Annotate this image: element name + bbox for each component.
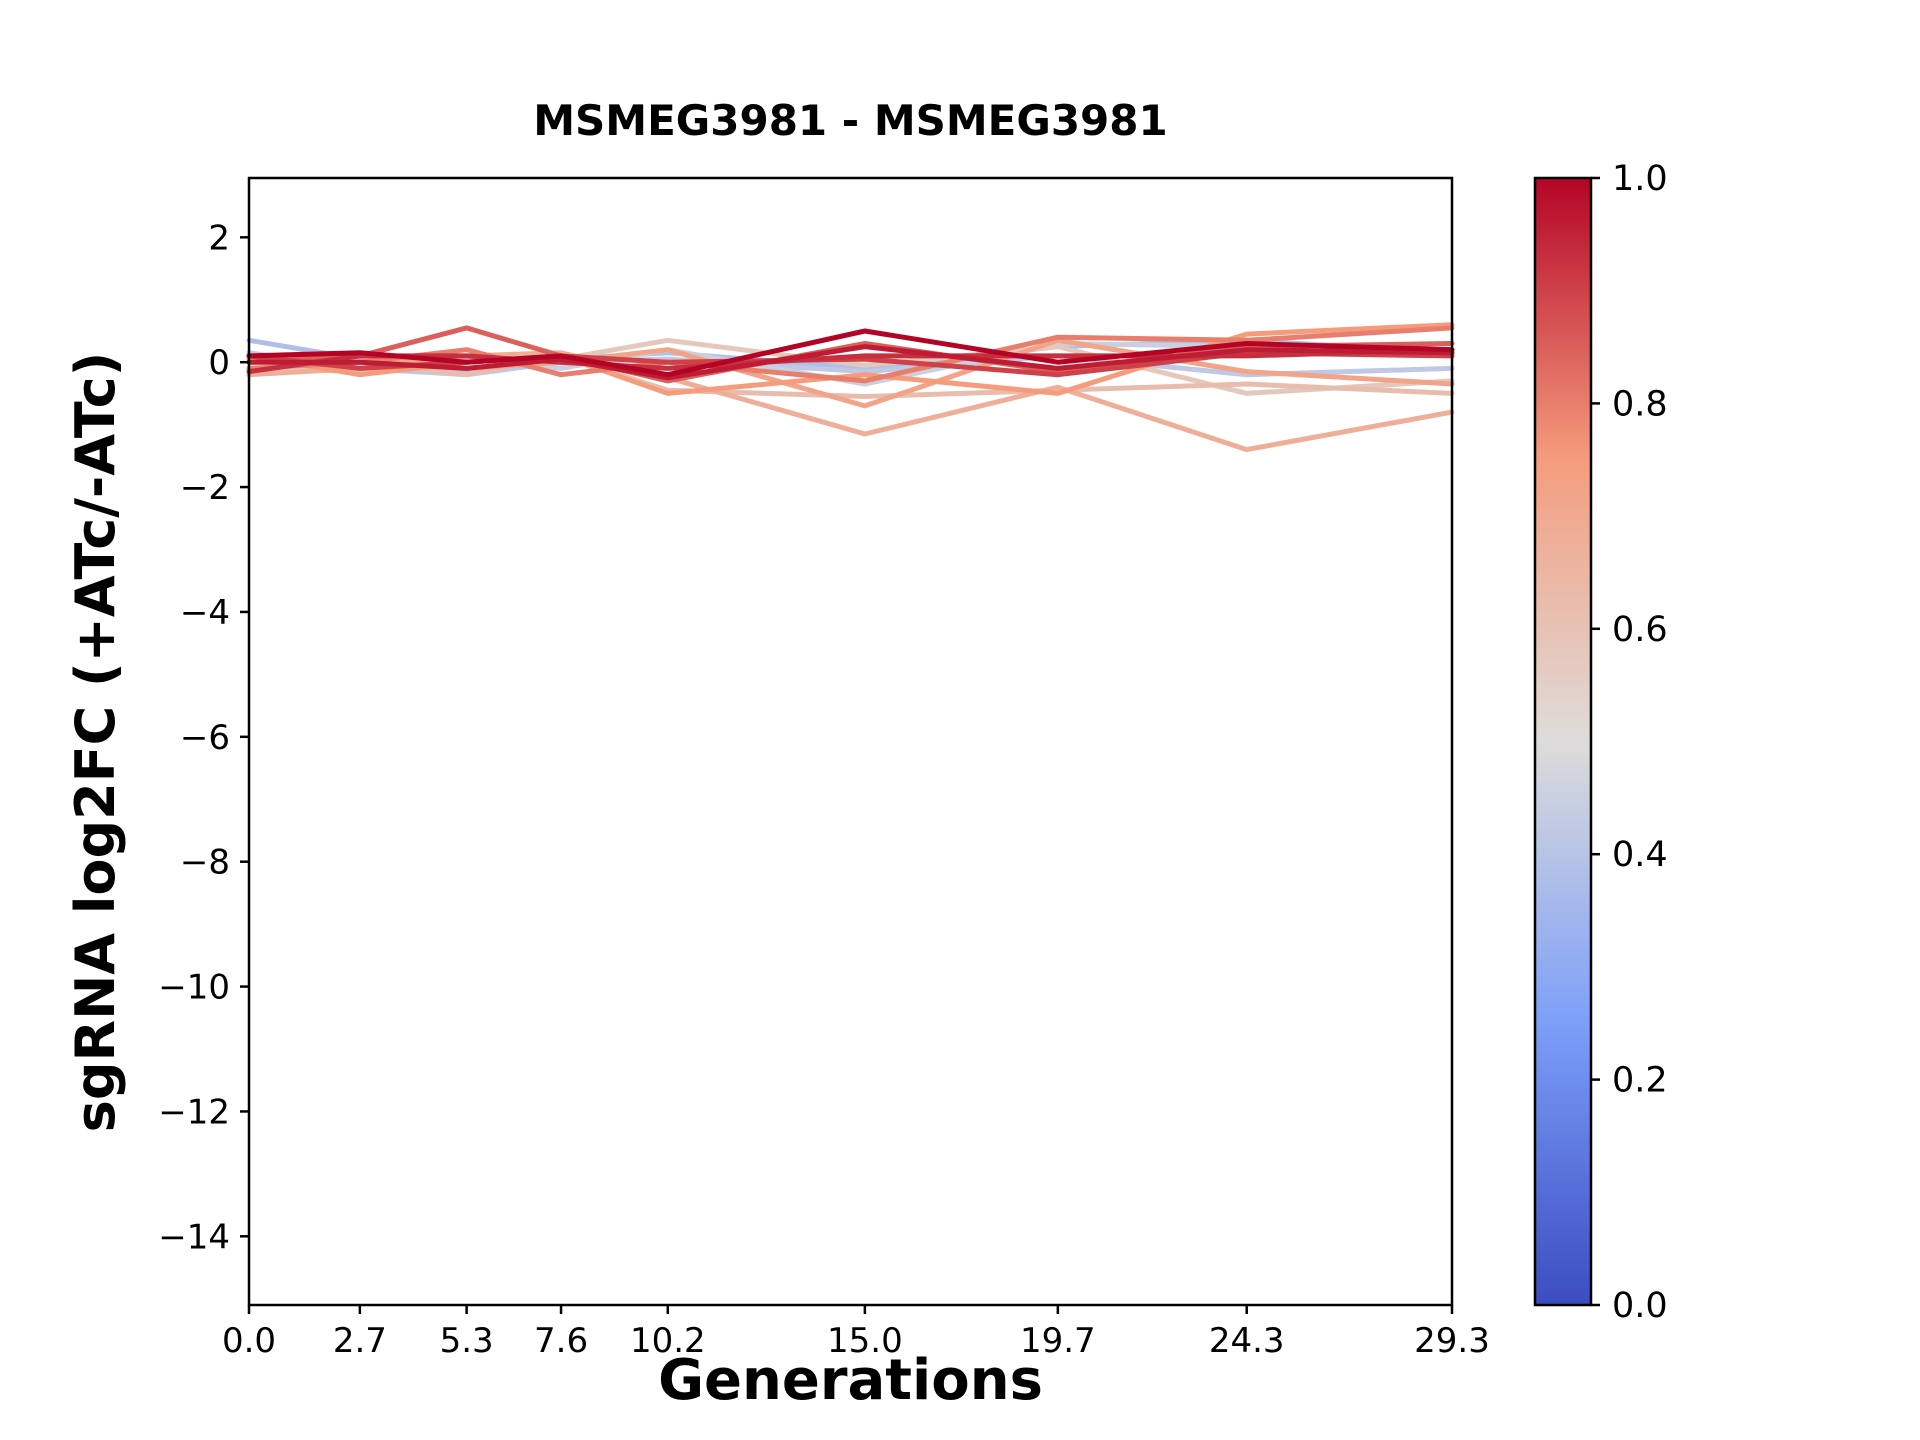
- x-tick-label: 10.2: [630, 1321, 706, 1361]
- colorbar-gradient: [1535, 178, 1591, 1305]
- colorbar-tick-label: 0.0: [1612, 1286, 1668, 1326]
- y-tick-label: 2: [208, 218, 230, 258]
- y-tick-label: −2: [180, 468, 230, 508]
- x-tick-label: 19.7: [1020, 1321, 1096, 1361]
- colorbar-tick-label: 1.0: [1612, 159, 1668, 199]
- y-tick-label: −4: [180, 593, 230, 633]
- x-tick-label: 0.0: [222, 1321, 276, 1361]
- axes-box: [247, 176, 1454, 1307]
- sgrna-trace: [246, 344, 1455, 381]
- x-tick-label: 2.7: [333, 1321, 387, 1361]
- colorbar-tick-label: 0.8: [1612, 384, 1668, 424]
- y-tick-label: −14: [158, 1217, 230, 1257]
- y-tick-label: −8: [180, 843, 230, 883]
- y-tick-label: −6: [180, 718, 230, 758]
- x-tick-label: 7.6: [534, 1321, 588, 1361]
- y-tick-label: 0: [208, 343, 230, 383]
- colorbar-tick-label: 0.6: [1612, 610, 1668, 650]
- sgrna-trace: [246, 328, 1455, 378]
- chart-title: MSMEG3981 - MSMEG3981: [533, 96, 1168, 145]
- y-tick-label: −10: [158, 968, 230, 1008]
- colorbar-tick-label: 0.4: [1612, 835, 1668, 875]
- x-tick-label: 15.0: [827, 1321, 903, 1361]
- colorbar-tick-label: 0.2: [1612, 1061, 1668, 1101]
- colorbar-outline: [1533, 176, 1593, 1307]
- x-axis-label: Generations: [658, 1348, 1043, 1413]
- x-tick-label: 24.3: [1209, 1321, 1285, 1361]
- y-tick-label: −12: [158, 1092, 230, 1132]
- x-tick-label: 5.3: [440, 1321, 494, 1361]
- x-tick-label: 29.3: [1414, 1321, 1490, 1361]
